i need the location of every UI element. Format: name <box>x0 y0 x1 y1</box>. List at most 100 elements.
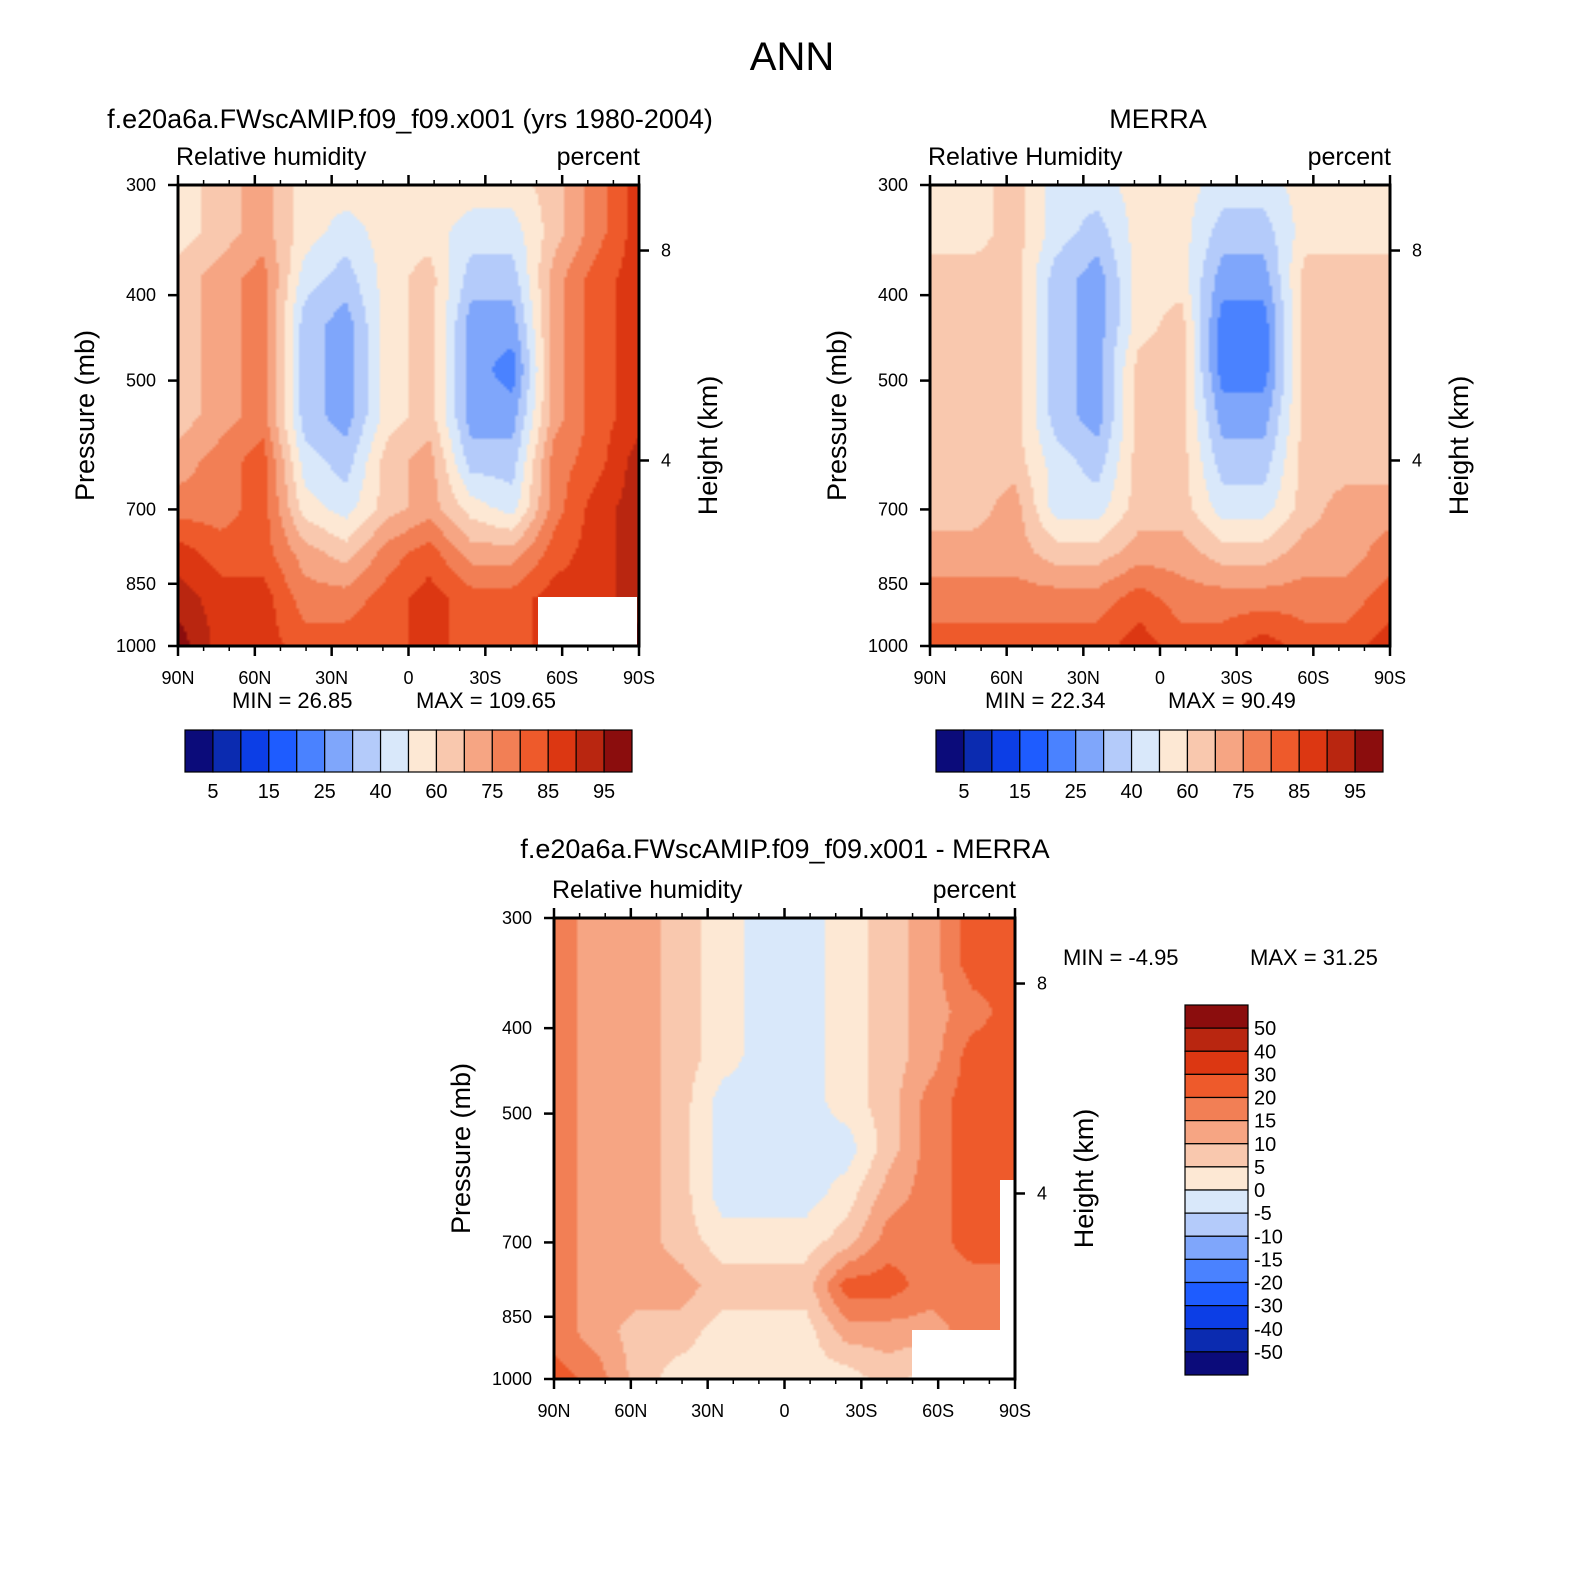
colorbar-swatch <box>575 729 605 773</box>
colorbar-swatch <box>1184 1050 1249 1075</box>
missing-data-region <box>538 597 637 646</box>
colorbar-label: 25 <box>314 781 336 803</box>
colorbar-swatch <box>1354 729 1384 773</box>
page-title: ANN <box>750 35 834 79</box>
colorbar-label: 85 <box>537 781 559 803</box>
colorbar-swatch <box>1184 1305 1249 1330</box>
colorbar-label: 10 <box>1254 1134 1276 1156</box>
colorbar-swatch <box>1103 729 1133 773</box>
x-tick-label: 60N <box>238 668 271 688</box>
colorbar-label: 75 <box>1232 781 1254 803</box>
plot-panel-3: f.e20a6a.FWscAMIP.f09_f09.x001 - MERRA Re… <box>446 834 1378 1421</box>
colorbar-label: 60 <box>425 781 447 803</box>
colorbar-swatch <box>963 729 993 773</box>
colorbar-swatch <box>991 729 1021 773</box>
colorbar: 5 15 25 40 60 75 85 95 <box>184 729 633 803</box>
y-tick-label: 850 <box>878 574 908 594</box>
variable-label: Relative humidity <box>552 876 743 904</box>
colorbar-swatch <box>1184 1281 1249 1307</box>
x-tick-label: 30S <box>845 1401 877 1421</box>
max-value: MAX = 31.25 <box>1250 945 1378 970</box>
colorbar-label: 95 <box>1344 781 1366 803</box>
colorbar-swatch <box>1184 1004 1249 1029</box>
colorbar-swatch <box>1184 1143 1249 1168</box>
colorbar-label: -30 <box>1254 1296 1283 1318</box>
contour-field <box>554 918 1015 1379</box>
y-tick-label: 700 <box>878 499 908 519</box>
contour-field <box>930 185 1390 646</box>
max-value: MAX = 109.65 <box>416 688 556 713</box>
y-axis-title: Pressure (mb) <box>446 1063 476 1234</box>
colorbar-label: 95 <box>593 781 615 803</box>
y-tick-label: 400 <box>502 1018 532 1038</box>
x-tick-label: 90S <box>623 668 655 688</box>
colorbar-swatch <box>1184 1120 1249 1145</box>
y-tick-label: 500 <box>126 371 156 391</box>
min-value: MIN = 22.34 <box>985 688 1105 713</box>
missing-data-region <box>1000 1180 1015 1330</box>
height-tick-label: 4 <box>661 450 671 470</box>
x-tick-label: 90S <box>1374 668 1406 688</box>
colorbar-swatch <box>1298 729 1328 773</box>
x-tick-label: 30N <box>1067 668 1100 688</box>
plot-panel-2: MERRA Relative Humidity percent 90N 60N 30N 0 3… <box>822 104 1474 803</box>
colorbar-swatch <box>352 729 382 773</box>
x-tick-label: 0 <box>1155 668 1165 688</box>
panel-title: MERRA <box>1109 104 1207 134</box>
colorbar-swatch <box>1019 729 1049 773</box>
variable-label: Relative Humidity <box>928 143 1123 171</box>
colorbar-swatch <box>1130 729 1161 773</box>
x-tick-label: 90N <box>913 668 946 688</box>
colorbar-swatch <box>935 729 965 773</box>
y-tick-label: 1000 <box>116 636 156 656</box>
y-tick-label: 850 <box>502 1307 532 1327</box>
x-tick-label: 90N <box>537 1401 570 1421</box>
colorbar-swatch <box>1184 1328 1249 1353</box>
colorbar-swatch <box>463 729 493 773</box>
colorbar-label: 20 <box>1254 1088 1276 1110</box>
colorbar-label: 25 <box>1065 781 1087 803</box>
colorbar-swatch <box>1184 1073 1249 1099</box>
x-tick-label: 90N <box>161 668 194 688</box>
variable-label: Relative humidity <box>176 143 367 171</box>
x-tick-label: 30S <box>469 668 501 688</box>
y-axis-title: Pressure (mb) <box>70 330 100 501</box>
y-tick-label: 1000 <box>492 1369 532 1389</box>
colorbar-swatch <box>379 729 410 773</box>
units-label: percent <box>557 143 640 171</box>
colorbar-swatch <box>240 729 270 773</box>
colorbar-label: 0 <box>1254 1180 1265 1202</box>
colorbar-label: -10 <box>1254 1226 1283 1248</box>
colorbar-swatch <box>268 729 298 773</box>
colorbar-swatch <box>1184 1212 1249 1237</box>
right-axis-title: Height (km) <box>693 376 723 516</box>
right-axis-title: Height (km) <box>1444 376 1474 516</box>
colorbar-swatch <box>519 729 549 773</box>
x-tick-label: 60S <box>546 668 578 688</box>
units-label: percent <box>1308 143 1391 171</box>
colorbar-swatch <box>184 729 214 773</box>
colorbar-label: 40 <box>1120 781 1142 803</box>
units-label: percent <box>933 876 1016 904</box>
colorbar-label: 50 <box>1254 1018 1276 1040</box>
colorbar-label: 5 <box>958 781 969 803</box>
x-tick-label: 90S <box>999 1401 1031 1421</box>
right-axis-title: Height (km) <box>1069 1109 1099 1249</box>
colorbar-label: 85 <box>1288 781 1310 803</box>
x-tick-label: 60S <box>1297 668 1329 688</box>
colorbar-label: -20 <box>1254 1273 1283 1295</box>
colorbar-label: 5 <box>207 781 218 803</box>
colorbar-label: -50 <box>1254 1342 1283 1364</box>
height-tick-label: 4 <box>1037 1183 1047 1203</box>
y-axis-title: Pressure (mb) <box>822 330 852 501</box>
colorbar-swatch <box>1186 729 1216 773</box>
missing-data-region <box>912 1330 1015 1379</box>
x-tick-label: 30N <box>315 668 348 688</box>
colorbar-label: -15 <box>1254 1249 1283 1271</box>
x-tick-label: 60N <box>614 1401 647 1421</box>
y-tick-label: 1000 <box>868 636 908 656</box>
y-tick-label: 850 <box>126 574 156 594</box>
colorbar-swatch <box>1184 1258 1249 1284</box>
